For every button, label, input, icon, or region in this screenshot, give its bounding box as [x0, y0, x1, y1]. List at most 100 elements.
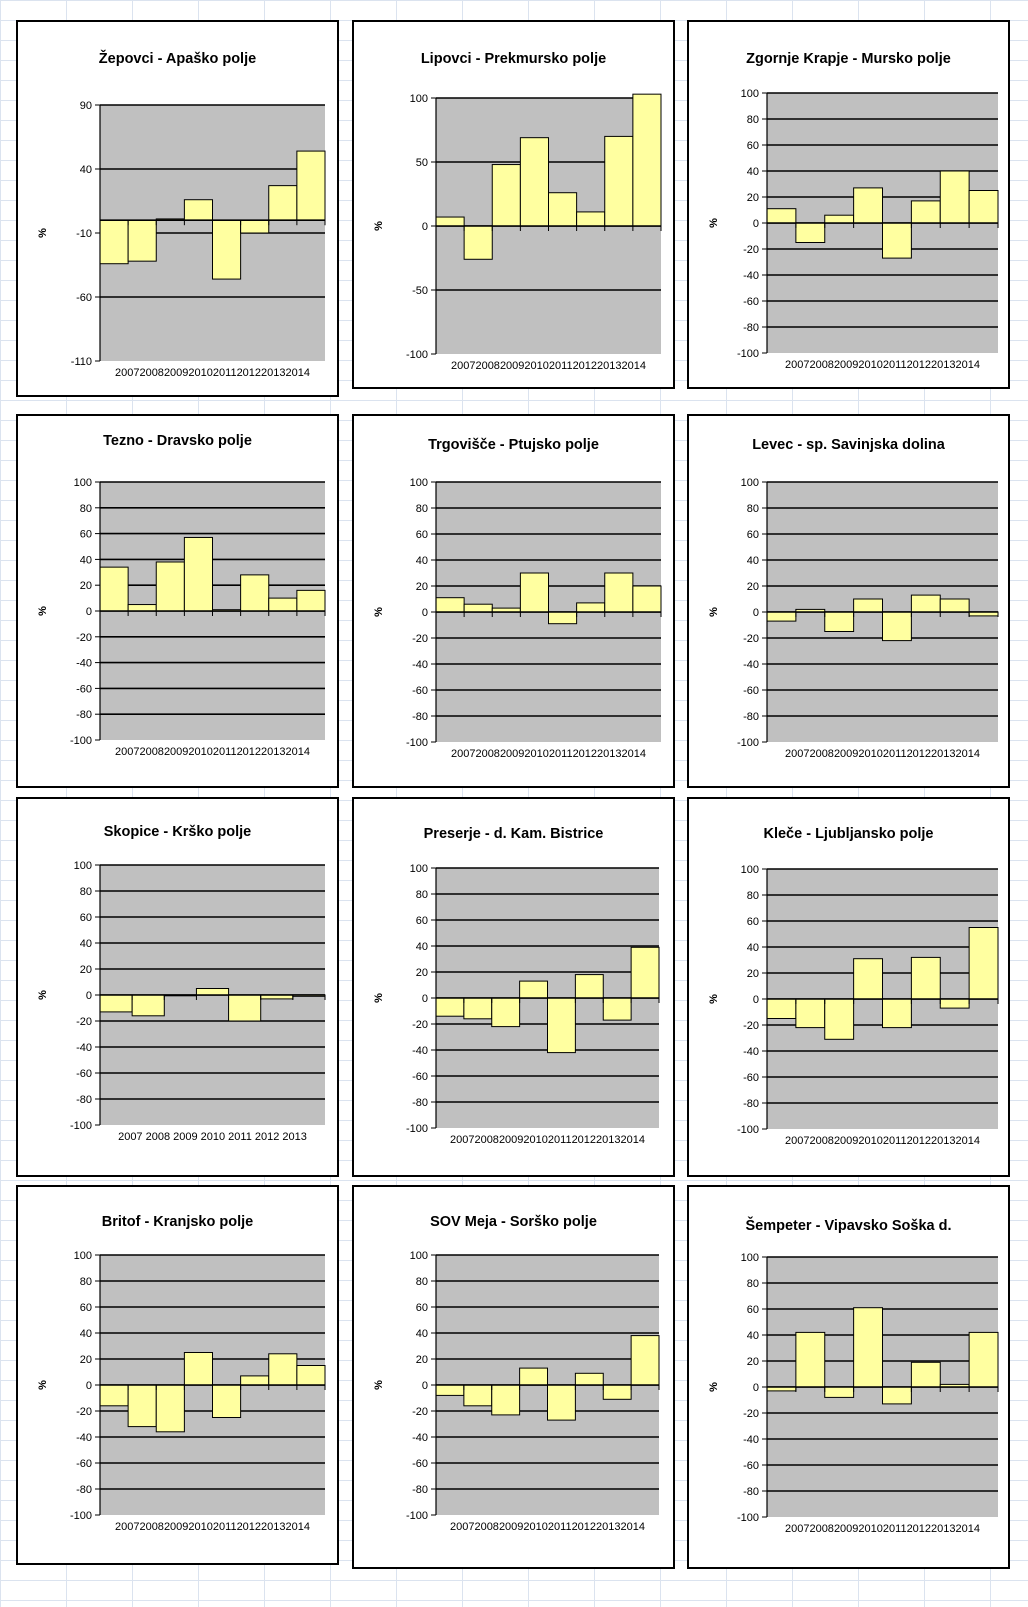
y-tick-label: -100: [737, 1512, 759, 1524]
bar-2008: [127, 219, 157, 262]
y-tick-label: -40: [412, 1045, 428, 1057]
y-tick-label: 80: [747, 503, 759, 515]
x-tick-label: 2010: [188, 367, 212, 379]
y-tick-label: 40: [80, 164, 92, 176]
chart-svg: Zgornje Krapje - Mursko polje 100 80 60 40 20…: [708, 51, 999, 371]
x-tick-labels: 20072008200920102011201220132014: [115, 367, 310, 379]
y-tick-label: -20: [76, 1406, 92, 1418]
chart-panel-levec: Levec - sp. Savinjska dolina 100 80 60 40 20 0…: [687, 414, 1010, 788]
chart-panel-skopice: Skopice - Krško polje 100 80 60 40 20 0 -20 -40 -…: [16, 797, 339, 1177]
y-tick-label: -20: [743, 244, 759, 256]
x-tick-label: 2013: [931, 1135, 955, 1147]
x-tick-label: 2008: [809, 1135, 833, 1147]
bar-2010: [183, 536, 213, 612]
bar-2011: [548, 611, 578, 625]
x-tick-label: 2012: [573, 748, 597, 760]
x-tick-label: 2007: [115, 746, 139, 758]
x-tick-label: 2012: [572, 1521, 596, 1533]
bar-2014: [968, 927, 999, 1000]
y-tick-label: -100: [406, 737, 428, 749]
x-tick-label: 2009: [834, 1135, 858, 1147]
y-axis-label: %: [37, 606, 49, 616]
y-axis-label: %: [37, 1380, 49, 1390]
y-tick-label: 40: [416, 941, 428, 953]
x-tick-label: 2014: [286, 746, 310, 758]
y-tick-label: -40: [743, 1046, 759, 1058]
chart-title: Zgornje Krapje - Mursko polje: [746, 51, 951, 67]
y-tick-label: -100: [406, 1510, 428, 1522]
bar-2010: [853, 1307, 883, 1388]
y-tick-label: 100: [741, 864, 759, 876]
x-tick-labels: 20072008200920102011201220132014: [785, 1523, 980, 1535]
y-tick-label: 40: [747, 942, 759, 954]
y-tick-label: 20: [80, 964, 92, 976]
y-tick-label: 40: [747, 1330, 759, 1342]
x-tick-labels: 20072008200920102011201220132014: [451, 748, 646, 760]
x-tick-labels: 20072008200920102011201220132014: [451, 360, 646, 372]
x-tick-label: 2010: [858, 1135, 882, 1147]
y-tick-label: -40: [76, 1432, 92, 1444]
x-tick-label: 2009: [500, 360, 524, 372]
x-tick-label: 2009: [834, 1523, 858, 1535]
y-tick-label: 80: [747, 890, 759, 902]
x-tick-label: 2007: [785, 1135, 809, 1147]
bar-2009: [491, 164, 521, 227]
bar-2010: [519, 137, 549, 227]
x-tick-label: 2009: [499, 1521, 523, 1533]
y-tick-label: 0: [422, 221, 428, 233]
bar-2010: [183, 199, 213, 221]
y-tick-label: -80: [76, 709, 92, 721]
y-tick-label: -100: [737, 348, 759, 360]
bar-2013: [939, 598, 970, 613]
x-tick-label: 2010: [523, 1521, 547, 1533]
y-tick-label: -20: [743, 633, 759, 645]
bar-2013: [604, 135, 634, 227]
y-axis-label: %: [373, 221, 385, 231]
y-tick-label: -10: [76, 228, 92, 240]
x-tick-labels: 20072008200920102011201220132014: [115, 746, 310, 758]
x-tick-label: 2007: [450, 1134, 474, 1146]
x-tick-label: 2012: [237, 746, 261, 758]
bar-2014: [632, 93, 662, 227]
x-tick-label: 2012: [907, 1523, 931, 1535]
y-tick-label: -100: [70, 1120, 92, 1132]
y-tick-label: -20: [743, 1408, 759, 1420]
chart-panel-preserje: Preserje - d. Kam. Bistrice 100 80 60 40 20 0 -…: [352, 797, 675, 1177]
y-tick-label: -20: [412, 633, 428, 645]
chart-panel-lipovci: Lipovci - Prekmursko polje 100 50 0 -50 -100%…: [352, 20, 675, 389]
bar-2007: [766, 208, 797, 224]
y-tick-label: 100: [741, 477, 759, 489]
bar-2012: [240, 574, 270, 612]
x-tick-label: 2014: [956, 748, 980, 760]
chart-svg: Lipovci - Prekmursko polje 100 50 0 -50 -100%…: [373, 51, 662, 372]
y-tick-label: -100: [70, 1510, 92, 1522]
x-tick-label: 2011: [883, 1523, 907, 1535]
x-tick-label: 2011: [883, 359, 907, 371]
y-tick-label: 20: [416, 581, 428, 593]
x-tick-label: 2012: [237, 1521, 261, 1533]
x-tick-label: 2007: [115, 367, 139, 379]
chart-panel-trgovisce: Trgovišče - Ptujsko polje 100 80 60 40 20 0 -20…: [352, 414, 675, 788]
x-tick-label: 2010: [523, 1134, 547, 1146]
chart-svg: Kleče - Ljubljansko polje 100 80 60 40 20 0 -20…: [708, 826, 999, 1147]
x-tick-label: 2008: [139, 1521, 163, 1533]
chart-title: Tezno - Dravsko polje: [103, 433, 252, 449]
y-tick-label: -40: [76, 1042, 92, 1054]
x-tick-label: 2012: [907, 359, 931, 371]
x-tick-label: 2012: [573, 360, 597, 372]
x-tick-label: 2010: [858, 359, 882, 371]
x-tick-label: 2013: [261, 367, 285, 379]
y-tick-label: -100: [406, 1123, 428, 1135]
bar-2014: [296, 589, 326, 612]
x-tick-label: 2008: [474, 1521, 498, 1533]
y-tick-label: 40: [747, 555, 759, 567]
bar-2014: [630, 1335, 660, 1386]
bar-2009: [155, 561, 185, 612]
y-axis-label: %: [37, 990, 49, 1000]
chart-title: Skopice - Krško polje: [104, 824, 251, 840]
y-tick-label: 40: [80, 554, 92, 566]
chart-svg: Šempeter - Vipavsko Soška d.100806040200…: [708, 1216, 999, 1535]
y-tick-label: -60: [412, 685, 428, 697]
x-tick-label: 2009: [500, 748, 524, 760]
y-tick-label: 60: [747, 1304, 759, 1316]
